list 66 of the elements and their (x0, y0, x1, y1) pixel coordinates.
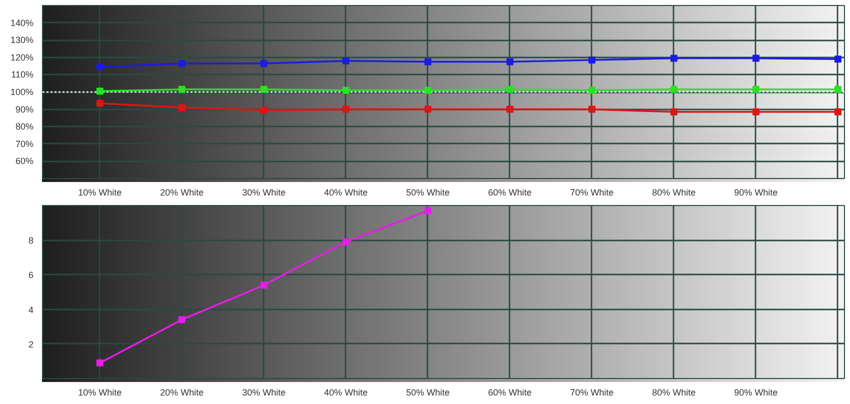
x-tick-label: 70% White (570, 388, 614, 398)
point (342, 238, 350, 246)
y-tick-label: 110% (11, 70, 34, 80)
point (670, 108, 678, 116)
point (424, 106, 432, 113)
point (752, 54, 760, 62)
y-tick-label: 140% (10, 18, 34, 28)
point (178, 316, 186, 324)
point (178, 86, 186, 93)
point (670, 54, 678, 62)
y-tick-label: 6 (28, 270, 34, 280)
x-tick-label: 80% White (652, 388, 696, 398)
point (588, 106, 596, 113)
y-tick-label: 100% (10, 87, 34, 97)
y-tick-label: 2 (28, 339, 34, 350)
y-tick-label: 80% (15, 122, 34, 132)
point (260, 106, 268, 114)
point (506, 58, 514, 66)
x-tick-label: 80% White (652, 188, 696, 198)
point (752, 86, 760, 93)
x-tick-label: 20% White (160, 388, 204, 398)
x-tick-label: 70% White (570, 188, 614, 198)
point (834, 108, 842, 116)
point (834, 86, 842, 93)
point (342, 106, 350, 113)
point (588, 86, 596, 94)
point (96, 359, 104, 366)
point (96, 88, 104, 95)
x-tick-label: 90% White (734, 388, 778, 398)
x-tick-label: 10% White (78, 388, 122, 398)
point (342, 86, 350, 94)
x-tick-label: 90% White (734, 188, 778, 198)
x-tick-label: 60% White (488, 388, 532, 398)
x-tick-label: 10% White (78, 188, 122, 198)
x-tick-label: 40% White (324, 388, 368, 398)
point (834, 56, 842, 63)
x-tick-label: 50% White (406, 188, 450, 198)
y-tick-label: 70% (15, 138, 34, 149)
point (424, 207, 432, 214)
y-tick-label: 130% (10, 35, 34, 46)
x-tick-label: 30% White (242, 188, 286, 198)
point (96, 100, 104, 107)
x-tick-label: 50% White (406, 388, 450, 398)
point (424, 86, 432, 94)
point (670, 86, 678, 93)
y-tick-label: 4 (28, 304, 34, 315)
point (424, 58, 432, 66)
point (342, 57, 350, 64)
point (178, 60, 186, 67)
point (752, 108, 760, 116)
x-tick-label: 40% White (324, 188, 368, 198)
point (178, 104, 186, 112)
point (96, 63, 104, 70)
y-tick-label: 60% (15, 156, 34, 166)
y-tick-label: 90% (15, 104, 34, 114)
point (588, 56, 596, 64)
y-tick-label: 8 (28, 236, 34, 246)
point (260, 86, 268, 93)
point (506, 106, 514, 113)
point (260, 282, 268, 289)
point (260, 60, 268, 67)
y-tick-label: 120% (10, 52, 34, 62)
x-tick-label: 30% White (242, 388, 286, 398)
point (506, 86, 514, 93)
x-tick-label: 60% White (488, 188, 532, 198)
x-tick-label: 20% White (160, 188, 204, 198)
